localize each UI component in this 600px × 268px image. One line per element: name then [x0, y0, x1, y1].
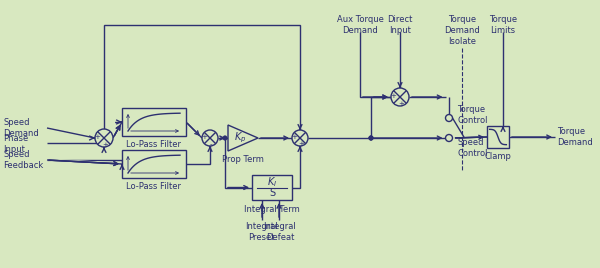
Text: +: +	[94, 134, 100, 140]
Polygon shape	[228, 125, 258, 151]
Text: Integral Term: Integral Term	[244, 205, 300, 214]
Bar	[122, 150, 186, 178]
Text: Lo-Pass Filter: Lo-Pass Filter	[127, 182, 182, 191]
Text: Speed
Demand: Speed Demand	[3, 118, 39, 138]
Text: Speed
Feedback: Speed Feedback	[3, 150, 43, 170]
Text: Torque
Limits: Torque Limits	[489, 15, 517, 35]
Text: $K_p$: $K_p$	[235, 131, 247, 145]
Text: +: +	[398, 101, 404, 107]
Text: Prop Term: Prop Term	[222, 155, 264, 164]
Circle shape	[223, 136, 227, 140]
Text: +: +	[102, 142, 108, 148]
Bar	[252, 175, 292, 200]
Text: $K_I$: $K_I$	[267, 176, 277, 189]
Text: Torque
Demand
Isolate: Torque Demand Isolate	[444, 15, 480, 46]
Circle shape	[95, 129, 113, 147]
Bar	[122, 108, 186, 136]
Circle shape	[391, 88, 409, 106]
Text: Direct
Input: Direct Input	[388, 15, 413, 35]
Circle shape	[445, 114, 452, 121]
Text: Aux Torque
Demand: Aux Torque Demand	[337, 15, 383, 35]
Text: Clamp: Clamp	[485, 152, 511, 161]
Circle shape	[292, 130, 308, 146]
Text: Integral
Defeat: Integral Defeat	[263, 222, 296, 242]
Circle shape	[202, 130, 218, 146]
Text: Integral
Preset: Integral Preset	[245, 222, 277, 242]
Text: Speed
Control: Speed Control	[457, 138, 487, 158]
Text: Torque
Demand: Torque Demand	[557, 127, 593, 147]
Text: +: +	[291, 134, 297, 140]
Bar	[487, 126, 509, 148]
Text: +: +	[201, 134, 207, 140]
Circle shape	[369, 136, 373, 140]
Text: +: +	[298, 141, 304, 147]
Text: +: +	[390, 93, 396, 99]
Circle shape	[445, 135, 452, 142]
Text: -: -	[210, 141, 212, 147]
Text: Torque
Control: Torque Control	[457, 105, 487, 125]
Circle shape	[369, 136, 373, 140]
Text: S: S	[269, 188, 275, 199]
Text: Lo-Pass Filter: Lo-Pass Filter	[127, 140, 182, 149]
Text: Phase
Input: Phase Input	[3, 134, 28, 154]
